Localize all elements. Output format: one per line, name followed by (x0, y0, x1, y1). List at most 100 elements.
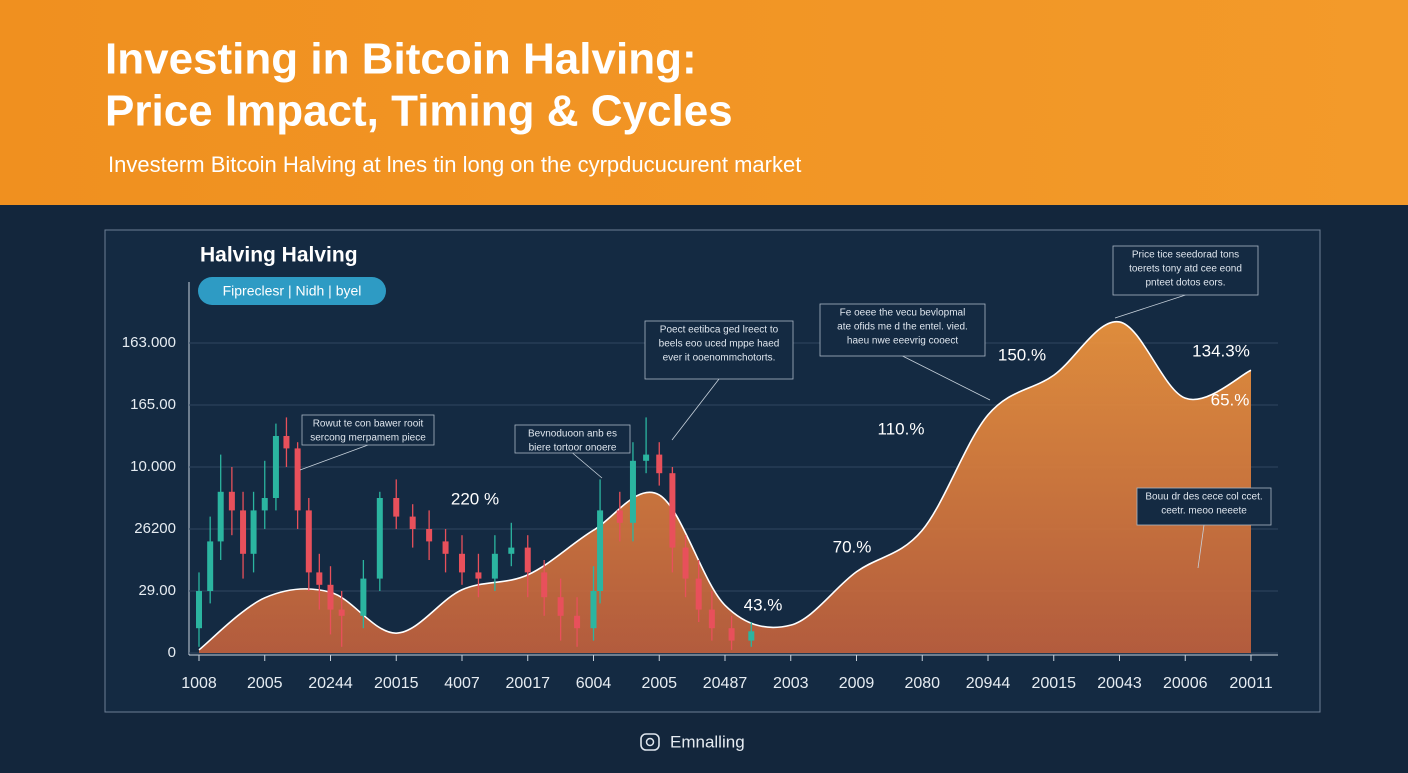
area (199, 321, 1251, 653)
candle-body (409, 516, 416, 529)
annotation-box (1136, 487, 1272, 526)
area-line (198, 321, 1252, 651)
candle-body (272, 436, 279, 498)
candle-body (228, 491, 235, 511)
candle-body (283, 436, 290, 449)
x-tick-label: 20944 (966, 675, 1011, 692)
footer-icon-dot (645, 737, 655, 747)
candle-body (708, 609, 715, 629)
y-tick-label: 26200 (134, 520, 176, 537)
y-tick-label: 29.00 (138, 582, 176, 599)
annotation-text: beels eoo uced mppe haed (659, 339, 780, 350)
x-tick-label: 2009 (839, 675, 875, 692)
percent-label: 150.% (998, 345, 1046, 364)
annotation-pointer (572, 452, 603, 479)
candle-body (491, 553, 498, 579)
annotation-text: toerets tony atd cee eond (1129, 264, 1242, 275)
candle-body (541, 572, 548, 598)
x-tick-label: 1008 (181, 675, 217, 692)
annotation-pointer (902, 355, 991, 401)
candle-body (393, 498, 400, 517)
annotation-box (1112, 245, 1259, 296)
header-band (0, 0, 1408, 205)
candle-body (338, 609, 345, 616)
annotation-text: haeu nwe eeevrig cooect (847, 336, 958, 347)
x-tick-label: 20015 (374, 675, 419, 692)
candle-body (590, 591, 597, 629)
x-tick-label: 20011 (1229, 675, 1272, 692)
annotation-box (301, 414, 435, 446)
candle-body (327, 584, 334, 610)
candle-body (695, 578, 702, 610)
x-tick-label: 6004 (576, 675, 612, 692)
candle-body (629, 460, 636, 523)
annotation-box (514, 424, 631, 454)
candle-body (316, 572, 323, 585)
percent-label: 134.3% (1192, 341, 1250, 360)
candle-body (508, 547, 515, 554)
candle-body (748, 631, 755, 641)
x-tick-label: 20017 (506, 675, 551, 692)
pill-text: Fipreclesr | Nidh | byel (223, 283, 362, 299)
candle-body (207, 541, 214, 591)
candle-body (524, 547, 531, 573)
x-tick-label: 2003 (773, 675, 809, 692)
title-line: Price Impact, Timing & Cycles (105, 87, 733, 136)
x-tick-label: 20244 (308, 675, 353, 692)
x-tick-label: 2005 (641, 675, 677, 692)
y-tick-label: 0 (168, 644, 176, 661)
annotation-text: Rowut te con bawer rooit (313, 419, 424, 430)
candle-body (557, 597, 564, 616)
candle-body (196, 591, 202, 629)
annotation-text: Fe oeee the vecu bevlopmal (840, 308, 966, 319)
annotation-pointer (1114, 294, 1186, 319)
annotation-pointer (1197, 524, 1205, 569)
chart-title: Halving Halving (200, 244, 358, 267)
annotation-text: sercong merpamem piece (310, 433, 426, 444)
x-tick-label: 20043 (1097, 675, 1142, 692)
y-tick-label: 165.00 (130, 396, 176, 413)
annotation-text: Price tice seedorad tons (1132, 250, 1239, 261)
annotation-text: Bevnoduoon anb es (528, 429, 617, 440)
candle-body (305, 510, 312, 573)
x-tick-label: 4007 (444, 675, 480, 692)
annotation-text: ever it ooenommchotorts. (663, 353, 776, 364)
candle-body (682, 547, 689, 579)
plot: 0 29.00 26200 10.000 165.00 163.000 1008 2005 20… (122, 245, 1278, 692)
candle-body (475, 572, 482, 579)
y-tick-label: 163.000 (122, 334, 176, 351)
title-line: Investing in Bitcoin Halving: (105, 35, 697, 84)
annotation-text: pnteet dotos eors. (1145, 278, 1225, 289)
annotation-text: Bouu dr des cece col ccet. (1145, 492, 1262, 503)
annotation-box (819, 303, 986, 357)
percent-label: 70.% (833, 537, 872, 556)
x-tick-label: 20015 (1032, 675, 1077, 692)
y-tick-label: 10.000 (130, 458, 176, 475)
candle-body (217, 491, 224, 542)
candle-body (459, 553, 465, 573)
subtitle: Investerm Bitcoin Halving at lnes tin lo… (108, 152, 801, 177)
percent-label: 43.% (744, 595, 783, 614)
candle-body (643, 454, 650, 461)
candle-body (597, 510, 604, 591)
candle-body (360, 578, 367, 616)
annotation-box (644, 320, 794, 380)
candle-body (294, 448, 301, 511)
x-tick-label: 2005 (247, 675, 283, 692)
annotation-pointer (299, 444, 369, 471)
candle-body (426, 529, 433, 542)
pill (198, 277, 386, 305)
percent-label: 65.% (1211, 390, 1250, 409)
annotation-text: ate ofids me d the entel. vied. (837, 322, 968, 333)
candle-body (376, 498, 383, 579)
x-tick-label: 20006 (1163, 675, 1208, 692)
x-tick-label: 2080 (904, 675, 940, 692)
percent-label: 110.% (878, 419, 925, 438)
annotation-text: biere tortoor onoere (529, 443, 617, 454)
candle-body (574, 615, 581, 629)
footer-text: Emnalling (670, 732, 745, 751)
annotation-pointer (671, 378, 720, 441)
annotation-text: Poect eetibca ged lreect to (660, 325, 779, 336)
